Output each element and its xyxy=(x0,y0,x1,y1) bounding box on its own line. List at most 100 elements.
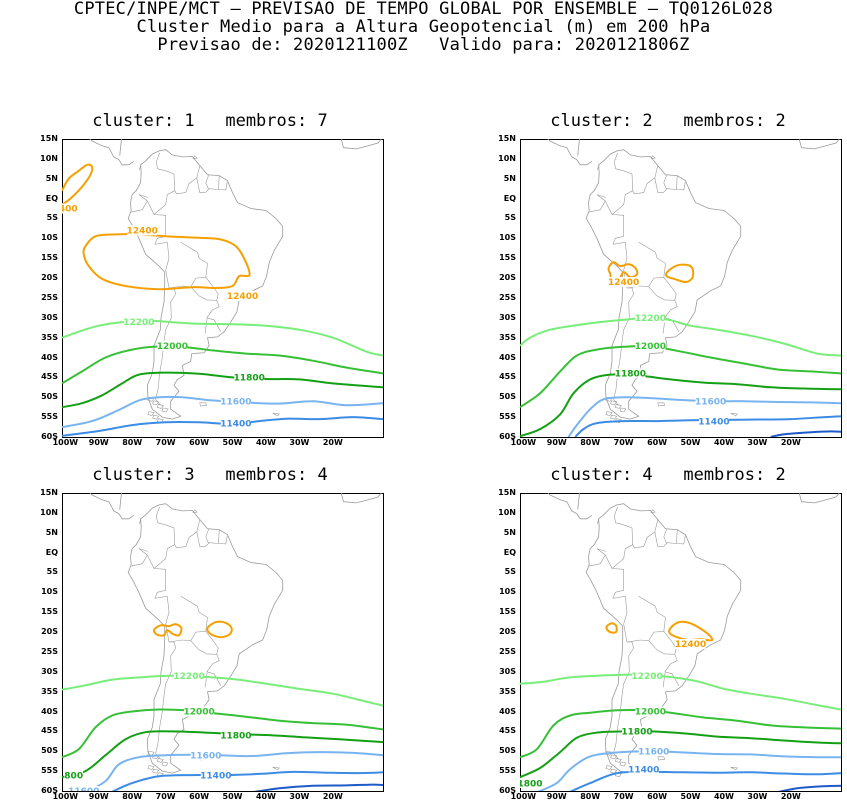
isoline-12400 xyxy=(668,620,714,642)
country-border xyxy=(138,518,142,525)
country-border xyxy=(206,300,220,318)
lon-tick-label: 30W xyxy=(289,438,310,447)
country-border xyxy=(654,531,677,547)
isoline-11800 xyxy=(62,371,383,409)
header-line-2: Cluster Medio para a Altura Geopotencial… xyxy=(136,17,711,37)
country-border xyxy=(611,214,626,245)
lat-tick-label: 5N xyxy=(503,173,516,183)
lon-tick-label: 40W xyxy=(255,792,276,801)
isoline-11800 xyxy=(62,730,383,779)
country-border xyxy=(157,168,175,191)
country-border xyxy=(623,242,628,271)
country-border xyxy=(206,317,222,332)
country-border xyxy=(611,177,655,215)
country-border xyxy=(206,654,220,672)
lat-tick-label: 45S xyxy=(41,726,58,736)
country-border xyxy=(138,194,155,215)
lat-tick-label: 15N xyxy=(498,134,516,143)
lat-tick-label: 20S xyxy=(41,627,58,637)
contour-label: 12200 xyxy=(123,318,154,328)
cluster-4-panel: cluster: 4 membros: 2 12400 12200 12000 118… xyxy=(458,466,847,801)
cluster-1-panel: cluster: 1 membros: 7 12400 12400 12400 122… xyxy=(0,111,420,447)
lat-tick-label: 10N xyxy=(40,153,58,163)
country-border xyxy=(615,522,633,545)
lat-tick-label: EQ xyxy=(45,193,58,203)
lon-tick-label: 70W xyxy=(613,792,634,801)
archipelago xyxy=(147,765,155,770)
country-border xyxy=(663,174,668,190)
contour-map: 12400 12200 12000 11800 11600 11400 xyxy=(520,139,841,437)
country-border xyxy=(626,596,666,643)
lon-tick-label: 90W xyxy=(546,438,567,447)
contour-label: 800 xyxy=(64,771,83,781)
lon-tick-label: 60W xyxy=(189,438,210,447)
country-border xyxy=(615,168,633,191)
isoline-12400 xyxy=(152,623,183,637)
lat-tick-label: 5S xyxy=(46,567,58,577)
country-border xyxy=(196,165,201,178)
country-border xyxy=(648,277,677,301)
lat-tick-label: 45S xyxy=(41,372,58,382)
lon-tick-label: 40W xyxy=(255,438,276,447)
isoline-11200 xyxy=(253,783,383,791)
lat-tick-label: 50S xyxy=(499,392,516,402)
island xyxy=(199,402,208,407)
contour-label: 1800 xyxy=(518,779,543,789)
archipelago xyxy=(152,414,160,420)
lat-tick-label: 60S xyxy=(499,786,516,795)
contour-map: 12200 12000 11800 11600 11400 800 11600 xyxy=(62,493,383,796)
coastline xyxy=(89,139,135,166)
contour-label: 11800 xyxy=(621,728,652,738)
lon-tick-label: 50W xyxy=(680,792,701,801)
country-border xyxy=(138,164,142,171)
coastline xyxy=(119,493,122,510)
isoline-12400 xyxy=(62,163,94,206)
archipelago xyxy=(147,411,155,416)
isoline-11400 xyxy=(569,770,841,791)
cluster-1-title: cluster: 1 membros: 7 xyxy=(92,111,328,131)
country-border xyxy=(131,554,148,567)
country-border xyxy=(623,596,628,625)
lat-tick-label: 10S xyxy=(41,233,58,243)
contour-label: 11400 xyxy=(220,419,251,429)
coastline xyxy=(547,139,593,166)
country-border xyxy=(204,318,208,334)
island xyxy=(272,412,280,417)
contour-label: 12000 xyxy=(635,708,666,718)
country-border xyxy=(613,152,618,169)
country-border xyxy=(664,671,680,686)
lat-tick-label: EQ xyxy=(45,547,58,557)
archipelago xyxy=(152,768,160,774)
coastline xyxy=(799,493,840,504)
lat-tick-label: 10N xyxy=(40,507,58,517)
archipelago xyxy=(610,754,618,760)
country-border xyxy=(155,152,160,169)
contour-label: 11600 xyxy=(68,787,99,796)
contour-label: 12000 xyxy=(183,708,214,718)
country-border xyxy=(196,177,219,193)
lon-tick-label: 60W xyxy=(189,792,210,801)
contour-label: 12000 xyxy=(635,342,666,352)
isoline-12400 xyxy=(664,263,695,284)
coastline xyxy=(119,139,122,156)
lat-tick-label: 55S xyxy=(41,766,58,776)
lat-tick-label: EQ xyxy=(503,547,516,557)
cluster-3-title: cluster: 3 membros: 4 xyxy=(92,465,328,485)
lon-tick-label: 20W xyxy=(322,792,343,801)
country-border xyxy=(613,270,635,406)
country-border xyxy=(596,194,613,215)
cluster-3-panel: cluster: 3 membros: 4 12200 12000 11800 116… xyxy=(0,465,420,801)
header-line-3: Previsao de: 2020121100Z Valido para: 20… xyxy=(157,35,690,55)
coastline xyxy=(585,149,742,420)
island xyxy=(272,766,280,771)
lat-tick-label: 30S xyxy=(41,666,58,676)
lat-tick-label: 35S xyxy=(499,332,516,342)
lat-tick-label: 5S xyxy=(46,213,58,223)
archipelago xyxy=(614,404,622,409)
lon-tick-label: 100W xyxy=(510,438,537,447)
country-border xyxy=(613,506,618,523)
isoline-12200 xyxy=(520,316,841,357)
lat-tick-label: 10N xyxy=(498,507,516,517)
country-border xyxy=(611,568,626,599)
lat-tick-label: 10N xyxy=(498,153,516,163)
